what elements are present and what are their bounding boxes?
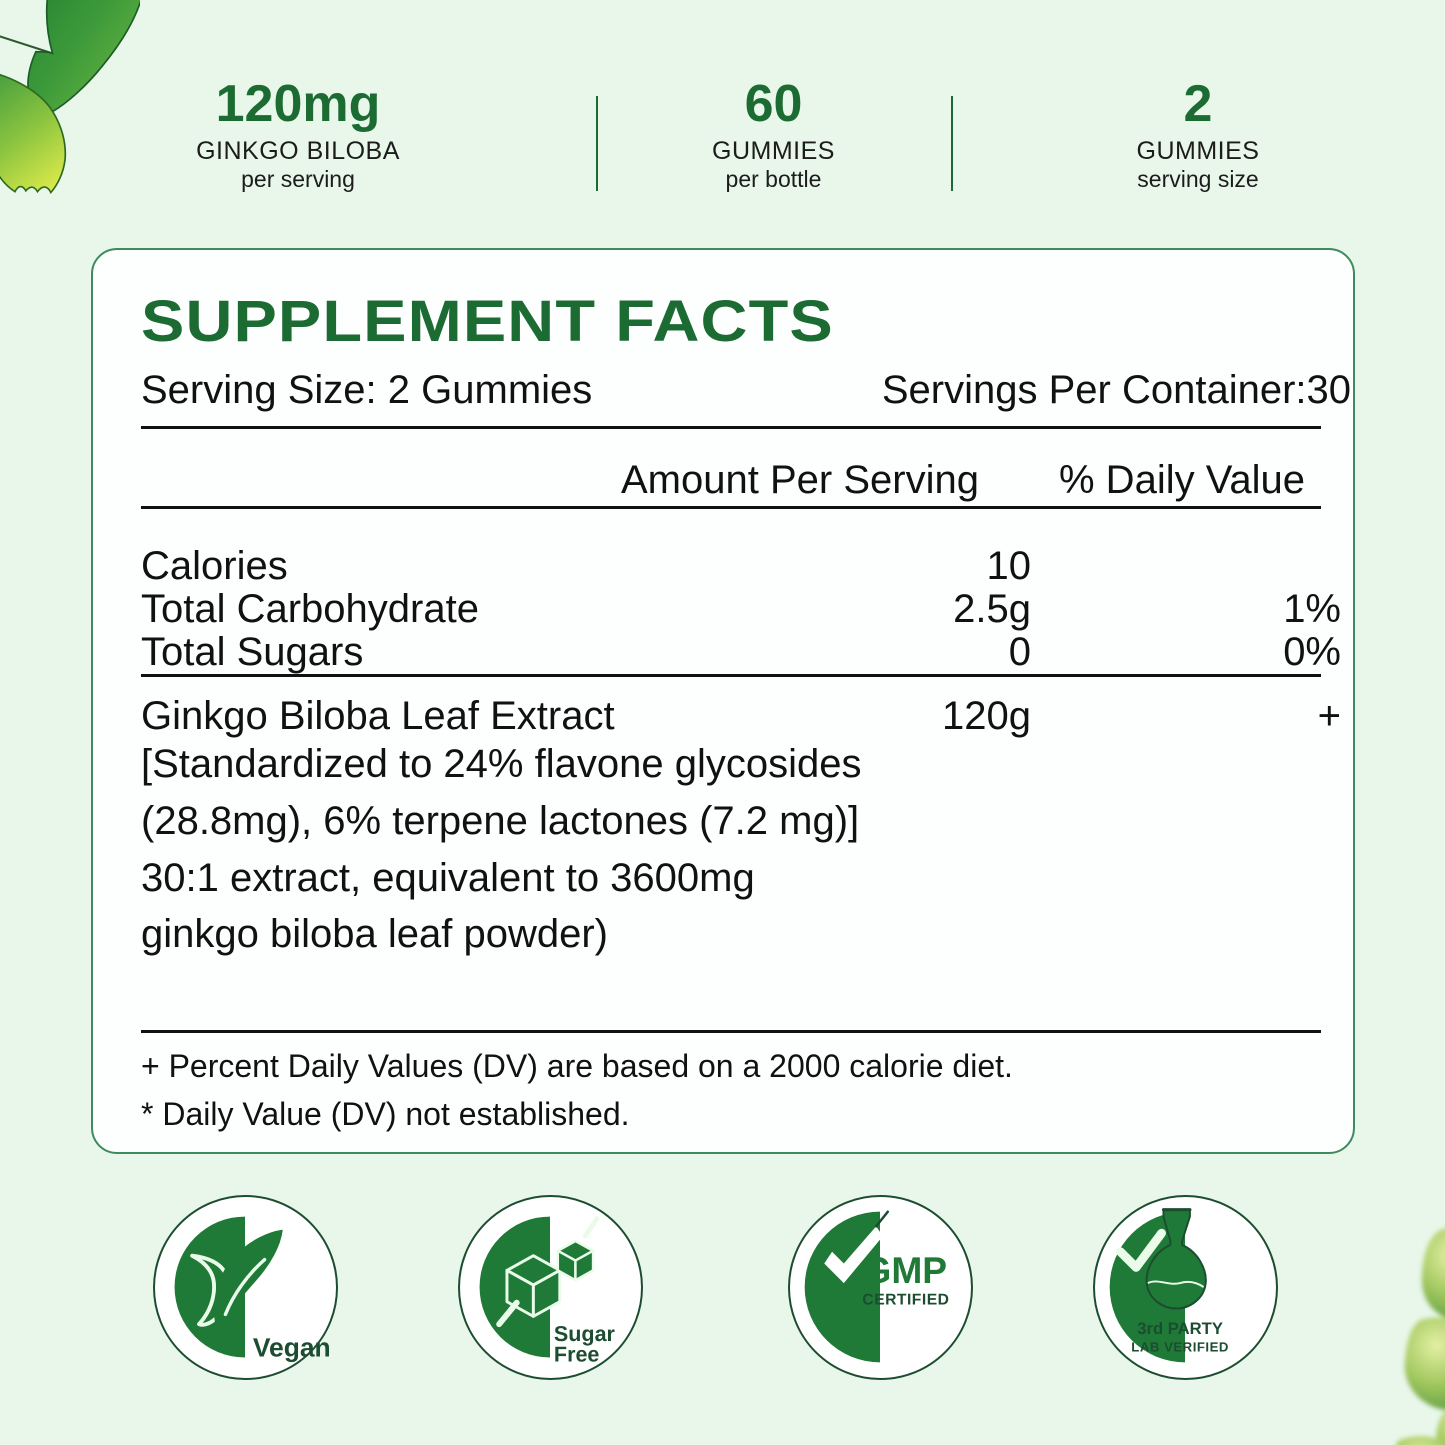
svg-text:Vegan: Vegan — [253, 1333, 331, 1362]
svg-text:Free: Free — [554, 1342, 599, 1366]
svg-text:CERTIFIED: CERTIFIED — [862, 1292, 949, 1309]
svg-text:GMP: GMP — [862, 1251, 947, 1292]
